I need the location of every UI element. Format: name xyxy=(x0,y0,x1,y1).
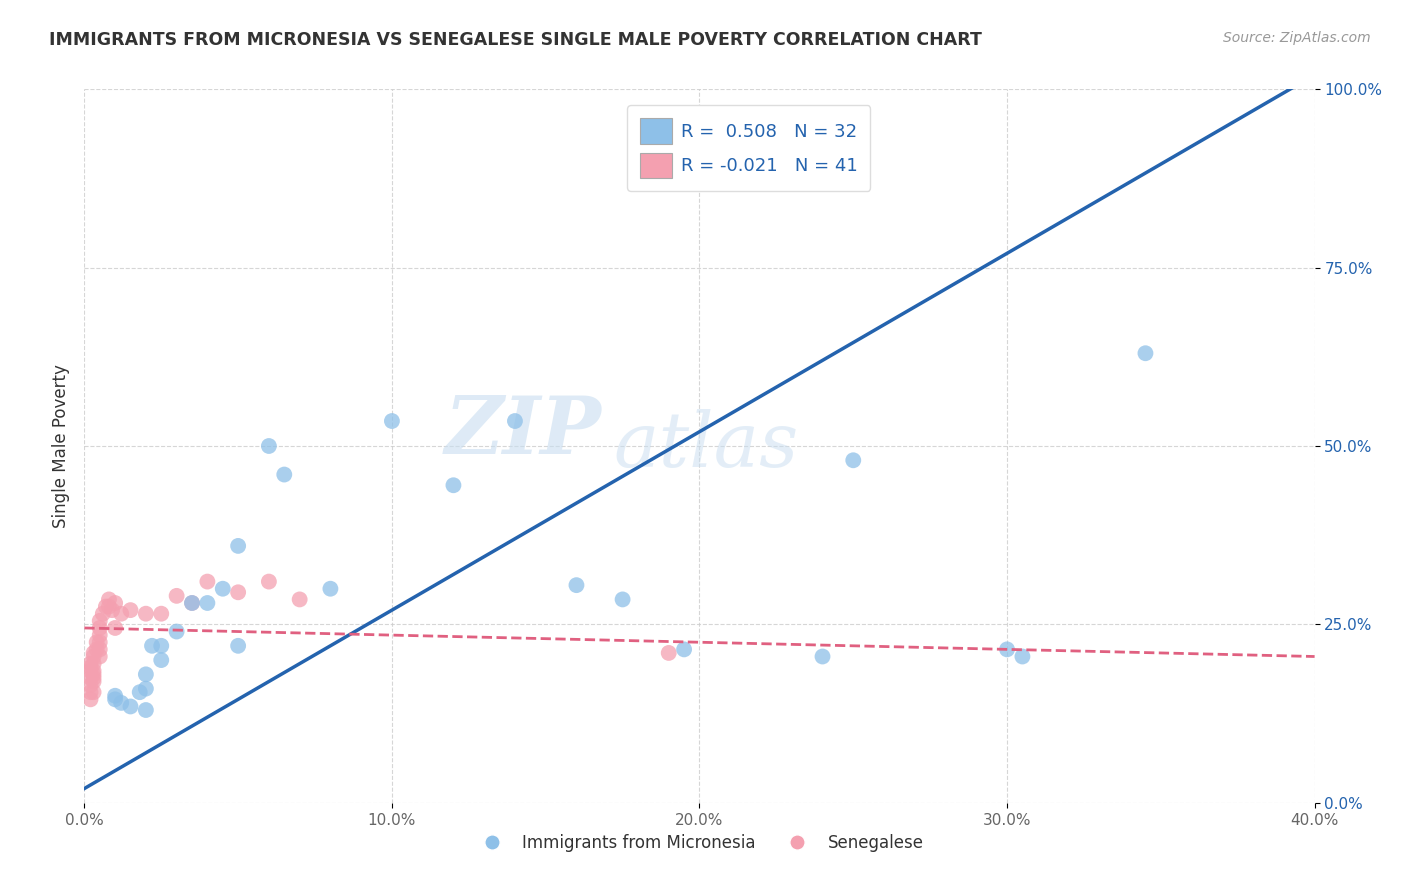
Point xyxy=(83,667,105,681)
Point xyxy=(89,614,111,628)
Point xyxy=(83,646,105,660)
Point xyxy=(83,674,105,689)
Legend: Immigrants from Micronesia, Senegalese: Immigrants from Micronesia, Senegalese xyxy=(470,828,929,859)
Point xyxy=(79,685,101,699)
Point xyxy=(120,603,142,617)
Point xyxy=(83,649,105,664)
Point xyxy=(104,596,127,610)
Point xyxy=(94,599,117,614)
Point xyxy=(120,699,142,714)
Point xyxy=(86,635,108,649)
Point xyxy=(89,635,111,649)
Point xyxy=(319,582,342,596)
Point xyxy=(135,681,157,696)
Point xyxy=(104,689,127,703)
Text: IMMIGRANTS FROM MICRONESIA VS SENEGALESE SINGLE MALE POVERTY CORRELATION CHART: IMMIGRANTS FROM MICRONESIA VS SENEGALESE… xyxy=(49,31,981,49)
Point xyxy=(83,657,105,671)
Point xyxy=(150,639,173,653)
Point xyxy=(673,107,696,121)
Point xyxy=(89,642,111,657)
Point xyxy=(288,592,311,607)
Point xyxy=(150,653,173,667)
Point xyxy=(89,621,111,635)
Point xyxy=(79,660,101,674)
Point xyxy=(226,639,249,653)
Y-axis label: Single Male Poverty: Single Male Poverty xyxy=(52,364,70,528)
Point xyxy=(83,664,105,678)
Point xyxy=(443,478,465,492)
Point xyxy=(98,599,120,614)
Point xyxy=(211,582,233,596)
Point xyxy=(166,624,188,639)
Point xyxy=(110,607,132,621)
Point xyxy=(135,607,157,621)
Point xyxy=(101,603,124,617)
Point xyxy=(226,585,249,599)
Point xyxy=(91,607,114,621)
Point xyxy=(181,596,204,610)
Point xyxy=(79,678,101,692)
Point xyxy=(658,646,681,660)
Point xyxy=(141,639,163,653)
Point xyxy=(104,621,127,635)
Point xyxy=(83,671,105,685)
Text: atlas: atlas xyxy=(613,409,799,483)
Point xyxy=(995,642,1018,657)
Text: ZIP: ZIP xyxy=(444,393,602,470)
Point xyxy=(1135,346,1157,360)
Point xyxy=(150,607,173,621)
Point xyxy=(226,539,249,553)
Point xyxy=(89,649,111,664)
Point xyxy=(257,574,280,589)
Point xyxy=(842,453,865,467)
Point xyxy=(79,671,101,685)
Text: Source: ZipAtlas.com: Source: ZipAtlas.com xyxy=(1223,31,1371,45)
Point xyxy=(1011,649,1033,664)
Point xyxy=(128,685,150,699)
Point xyxy=(86,642,108,657)
Point xyxy=(166,589,188,603)
Point xyxy=(503,414,526,428)
Point xyxy=(83,685,105,699)
Point xyxy=(135,667,157,681)
Point xyxy=(98,592,120,607)
Point xyxy=(79,692,101,706)
Point xyxy=(89,628,111,642)
Point xyxy=(612,592,634,607)
Point xyxy=(811,649,834,664)
Point xyxy=(381,414,404,428)
Point xyxy=(110,696,132,710)
Point xyxy=(135,703,157,717)
Point xyxy=(257,439,280,453)
Point xyxy=(197,596,219,610)
Point xyxy=(197,574,219,589)
Point xyxy=(79,657,101,671)
Point xyxy=(565,578,588,592)
Point xyxy=(104,692,127,706)
Point xyxy=(181,596,204,610)
Point xyxy=(79,664,101,678)
Point xyxy=(673,642,696,657)
Point xyxy=(273,467,295,482)
